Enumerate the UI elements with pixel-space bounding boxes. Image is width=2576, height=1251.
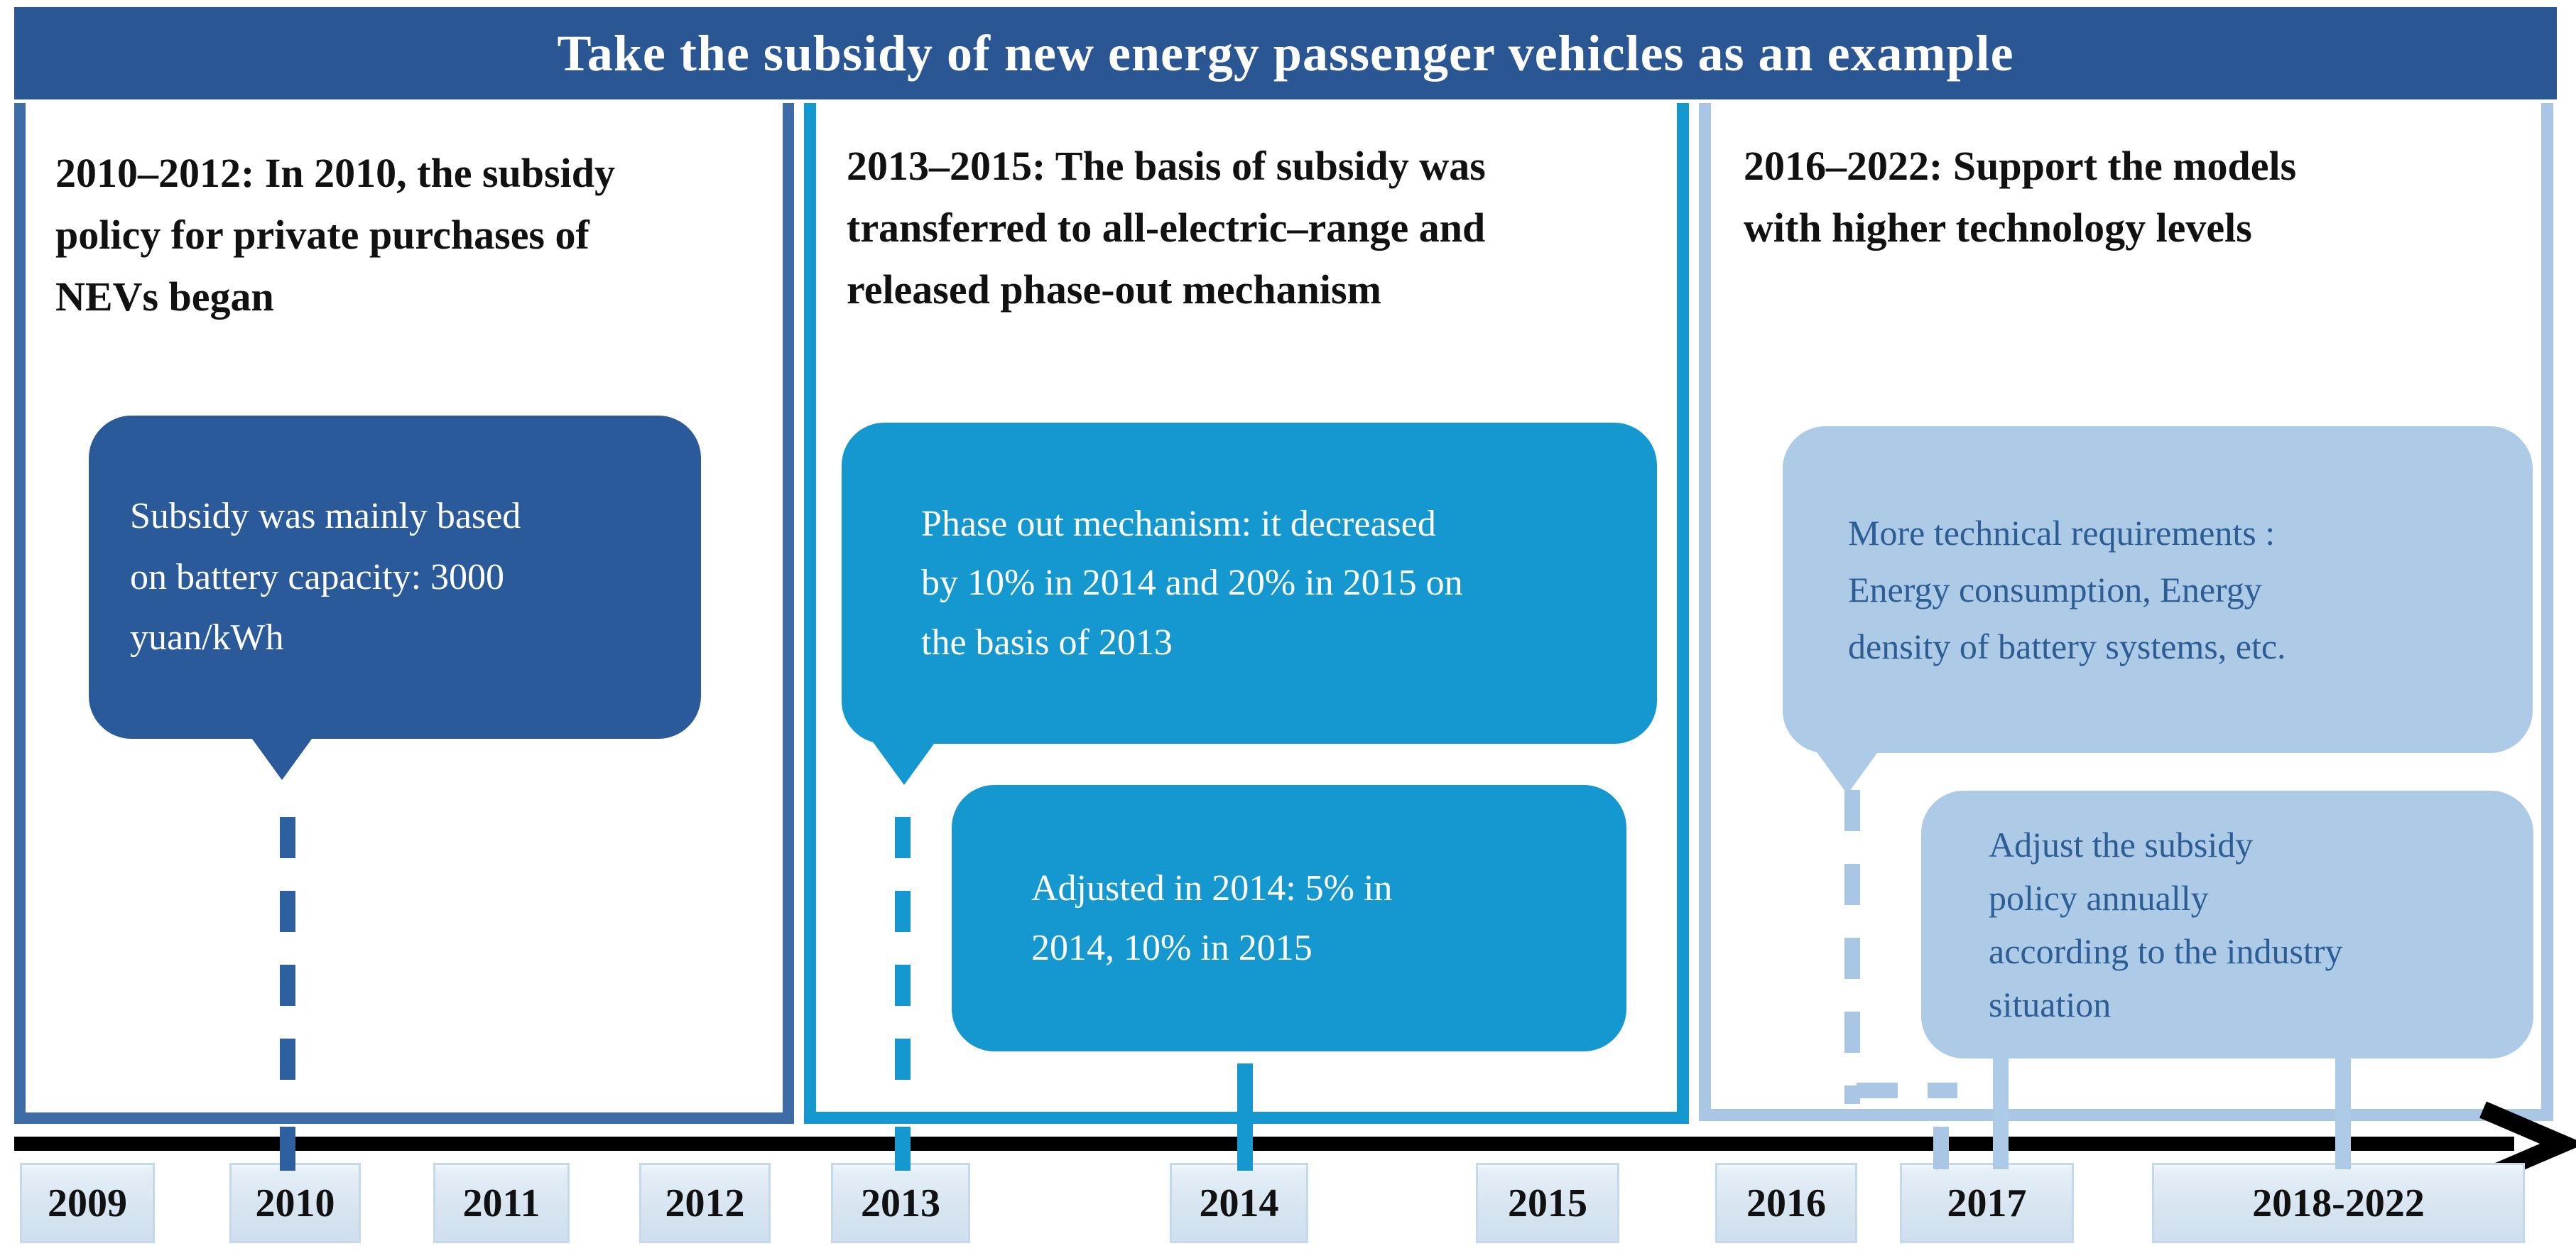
year-text: 2015 — [1508, 1181, 1587, 1225]
bubble-phase-out-mechanism-text: Phase out mechanism: it decreased by 10%… — [921, 504, 1463, 663]
year-text: 2013 — [861, 1181, 940, 1225]
heading-2010-2012: 2010–2012: In 2010, the subsidy policy f… — [55, 150, 615, 320]
year-text: 2009 — [48, 1181, 127, 1225]
connector-2014-solid — [1237, 1063, 1253, 1171]
year-text: 2011 — [462, 1181, 540, 1225]
heading-2013-2015: 2013–2015: The basis of subsidy was tran… — [847, 143, 1486, 313]
bubble-technical-requirements: More technical requirements : Energy con… — [1783, 426, 2533, 753]
connector-2013-solid — [895, 1127, 911, 1171]
year-label-2012: 2012 — [639, 1163, 771, 1243]
connector-2017-dashed-horizontal — [1857, 1083, 1957, 1098]
connector-2010-solid — [280, 1127, 295, 1171]
connector-2017-dashed-vertical — [1844, 790, 1860, 1104]
connector-2017-tail — [1993, 1057, 2009, 1169]
year-label-2017: 2017 — [1900, 1163, 2074, 1243]
year-text: 2010 — [255, 1181, 335, 1225]
year-text: 2012 — [665, 1181, 745, 1225]
connector-2018-2022-tail — [2335, 1057, 2351, 1169]
year-label-2014: 2014 — [1170, 1163, 1308, 1243]
connector-2013-dashed — [895, 817, 911, 1108]
year-label-2016: 2016 — [1715, 1163, 1857, 1243]
bubble-technical-requirements-text: More technical requirements : Energy con… — [1848, 513, 2286, 666]
bubble-tail-cyan — [872, 741, 936, 785]
year-text: 2014 — [1199, 1181, 1279, 1225]
bubble-phase-out-mechanism: Phase out mechanism: it decreased by 10%… — [842, 423, 1657, 744]
bubble-adjusted-2014-text: Adjusted in 2014: 5% in 2014, 10% in 201… — [1031, 868, 1393, 968]
figure-title-banner: Take the subsidy of new energy passenger… — [14, 7, 2557, 99]
bubble-battery-capacity-subsidy: Subsidy was mainly based on battery capa… — [89, 416, 701, 739]
year-label-2011: 2011 — [433, 1163, 570, 1243]
connector-2017-dashed-end — [1933, 1127, 1949, 1169]
bubble-annual-adjustment-text: Adjust the subsidy policy annually accor… — [1989, 824, 2343, 1024]
bubble-tail-dark — [250, 736, 314, 780]
year-label-2009: 2009 — [20, 1163, 155, 1243]
year-text: 2017 — [1947, 1181, 2027, 1225]
year-label-2010: 2010 — [229, 1163, 361, 1243]
connector-2010-dashed — [280, 817, 295, 1110]
year-label-2013: 2013 — [831, 1163, 970, 1243]
bubble-annual-adjustment: Adjust the subsidy policy annually accor… — [1921, 791, 2533, 1058]
heading-2016-2022: 2016–2022: Support the models with highe… — [1744, 143, 2297, 251]
year-text: 2018-2022 — [2252, 1181, 2425, 1225]
year-text: 2016 — [1746, 1181, 1826, 1225]
year-label-2018-2022: 2018-2022 — [2152, 1163, 2525, 1243]
timeline-axis — [14, 1137, 2514, 1151]
bubble-adjusted-2014: Adjusted in 2014: 5% in 2014, 10% in 201… — [952, 785, 1626, 1051]
year-label-2015: 2015 — [1476, 1163, 1619, 1243]
figure-title: Take the subsidy of new energy passenger… — [557, 24, 2014, 82]
bubble-tail-light — [1815, 750, 1879, 794]
bubble-battery-capacity-subsidy-text: Subsidy was mainly based on battery capa… — [130, 495, 521, 659]
